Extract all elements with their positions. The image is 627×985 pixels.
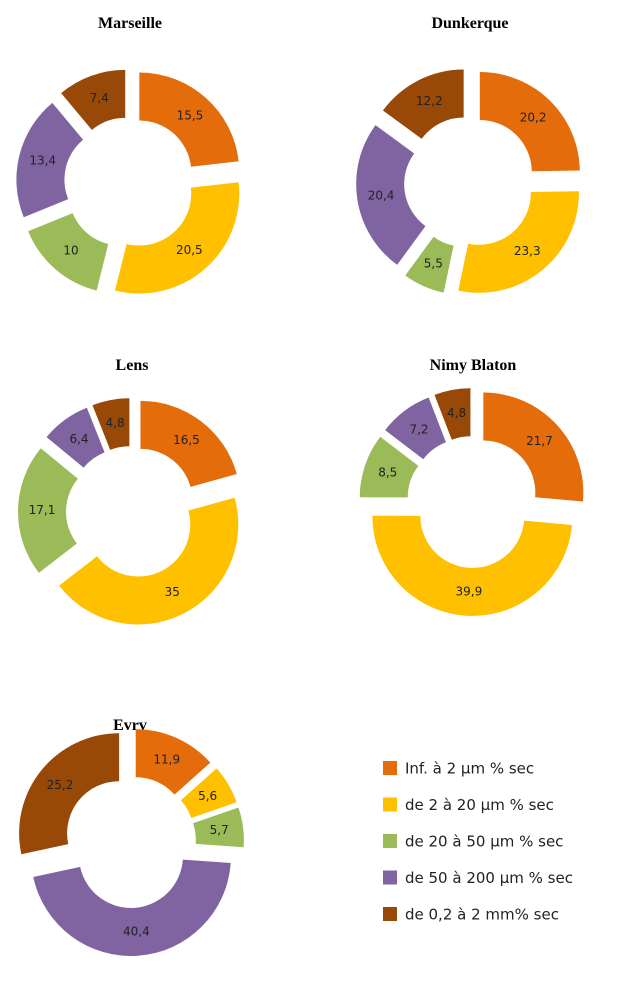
data-label: 5,5	[424, 257, 443, 271]
data-label: 16,5	[173, 433, 200, 447]
donut-segment	[385, 397, 446, 460]
legend-swatch	[383, 761, 397, 775]
donut-segment	[16, 102, 84, 218]
data-label: 5,6	[198, 789, 217, 803]
data-label: 4,8	[447, 406, 466, 420]
donut-segment	[193, 807, 244, 848]
data-label: 8,5	[378, 466, 397, 480]
data-label: 25,2	[47, 778, 74, 792]
data-label: 15,5	[177, 108, 204, 122]
data-label: 13,4	[29, 154, 56, 168]
donut-segment	[356, 125, 426, 265]
chart-title: Nimy Blaton	[430, 357, 517, 374]
data-label: 4,8	[106, 416, 125, 430]
data-label: 6,4	[69, 432, 88, 446]
legend-label: de 20 à 50 µm % sec	[405, 833, 563, 851]
donut-segment	[180, 768, 237, 818]
legend-label: de 2 à 20 µm % sec	[405, 796, 554, 814]
data-label: 17,1	[29, 503, 56, 517]
donut-segment	[46, 407, 105, 468]
data-label: 12,2	[416, 94, 443, 108]
donut-segment	[135, 729, 211, 795]
donut-segment	[115, 182, 240, 294]
data-label: 35	[165, 585, 180, 599]
legend-swatch	[383, 907, 397, 921]
donut-segment	[479, 72, 580, 172]
data-label: 5,7	[210, 823, 229, 837]
data-label: 20,5	[176, 243, 203, 257]
donut-segment	[33, 859, 231, 956]
data-label: 7,4	[90, 91, 109, 105]
data-label: 7,2	[409, 422, 428, 436]
donut-segment	[92, 398, 130, 450]
donut-segment	[434, 388, 471, 440]
data-label: 39,9	[456, 584, 483, 598]
chart-title: Lens	[116, 357, 149, 374]
legend-label: de 50 à 200 µm % sec	[405, 869, 573, 887]
donut-segment	[483, 392, 584, 502]
data-label: 20,2	[520, 110, 547, 124]
donut-segment	[18, 448, 78, 573]
donut-segment	[382, 69, 464, 139]
donut-segment	[359, 436, 419, 498]
donut-segment	[140, 400, 237, 487]
donut-segment	[28, 213, 109, 291]
donut-segment	[59, 497, 239, 625]
legend-swatch	[383, 834, 397, 848]
chart-title: Dunkerque	[431, 15, 508, 32]
data-label: 11,9	[153, 752, 180, 766]
donut-segment	[405, 236, 454, 293]
data-label: 40,4	[123, 924, 150, 938]
legend-label: Inf. à 2 µm % sec	[405, 760, 534, 778]
data-label: 23,3	[514, 244, 541, 258]
donut-segment	[139, 72, 239, 167]
donut-segment	[372, 515, 572, 616]
data-label: 21,7	[526, 434, 553, 448]
data-label: 20,4	[368, 188, 395, 202]
legend-swatch	[383, 797, 397, 812]
donut-segment	[61, 69, 126, 130]
donut-segment	[19, 733, 120, 855]
legend-label: de 0,2 à 2 mm% sec	[405, 906, 559, 924]
donut-segment	[458, 191, 579, 293]
chart-title: Marseille	[98, 15, 162, 32]
data-label: 10	[63, 243, 78, 257]
legend-swatch	[383, 870, 397, 885]
